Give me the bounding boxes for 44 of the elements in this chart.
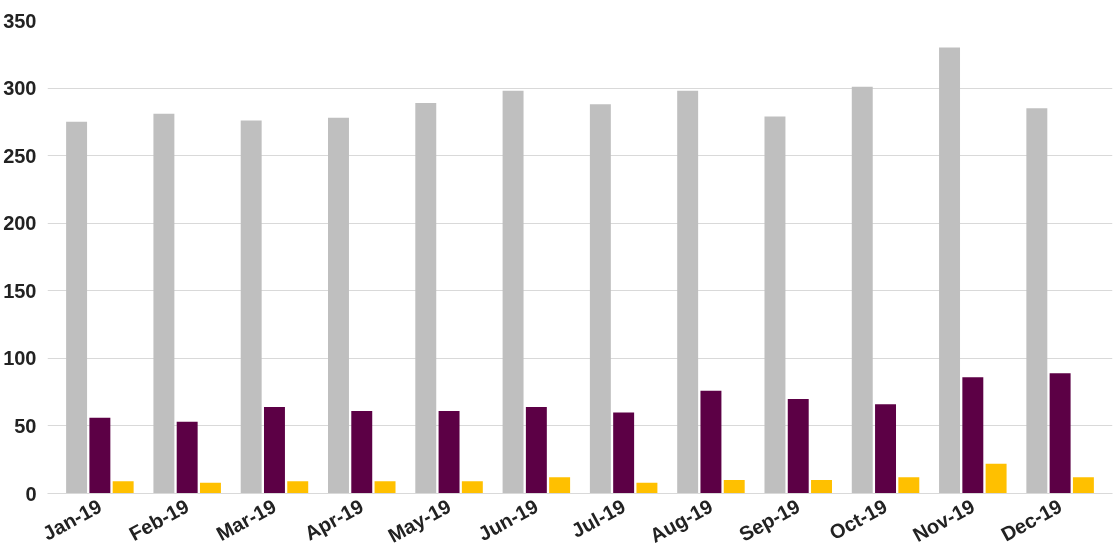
bar xyxy=(962,377,984,494)
bar xyxy=(374,481,396,494)
bar xyxy=(438,411,460,494)
bar xyxy=(199,482,221,494)
bar xyxy=(985,463,1007,494)
bar xyxy=(700,390,722,494)
bar xyxy=(415,102,437,494)
bar xyxy=(525,407,547,494)
bar xyxy=(112,481,134,494)
y-tick-label: 250 xyxy=(3,144,37,167)
bar xyxy=(851,86,873,494)
bar xyxy=(328,117,349,494)
bar xyxy=(1072,477,1094,494)
bar xyxy=(875,404,897,494)
y-tick-label: 100 xyxy=(3,347,37,370)
bar xyxy=(240,120,262,494)
bar xyxy=(461,481,483,494)
y-tick-label: 0 xyxy=(25,482,37,505)
bar xyxy=(351,411,373,494)
bar xyxy=(764,116,786,494)
bar xyxy=(723,479,745,494)
bar xyxy=(66,121,88,494)
bar xyxy=(263,407,285,494)
bar xyxy=(1049,373,1071,494)
bar xyxy=(636,482,658,494)
bar xyxy=(89,417,111,494)
bar xyxy=(287,481,309,494)
y-tick-label: 50 xyxy=(14,414,37,437)
bar xyxy=(1026,108,1048,494)
bar xyxy=(787,398,809,494)
bar xyxy=(939,47,961,494)
bar xyxy=(811,479,832,494)
bar xyxy=(589,104,611,494)
bar xyxy=(176,421,198,494)
y-tick-label: 150 xyxy=(3,279,37,302)
bar xyxy=(549,477,571,494)
bar xyxy=(898,477,920,494)
bar xyxy=(502,90,524,494)
bar xyxy=(677,90,699,494)
bar xyxy=(153,113,175,494)
y-tick-label: 350 xyxy=(3,9,37,32)
y-tick-label: 200 xyxy=(3,212,37,235)
bar xyxy=(613,412,635,494)
y-tick-label: 300 xyxy=(3,77,37,100)
